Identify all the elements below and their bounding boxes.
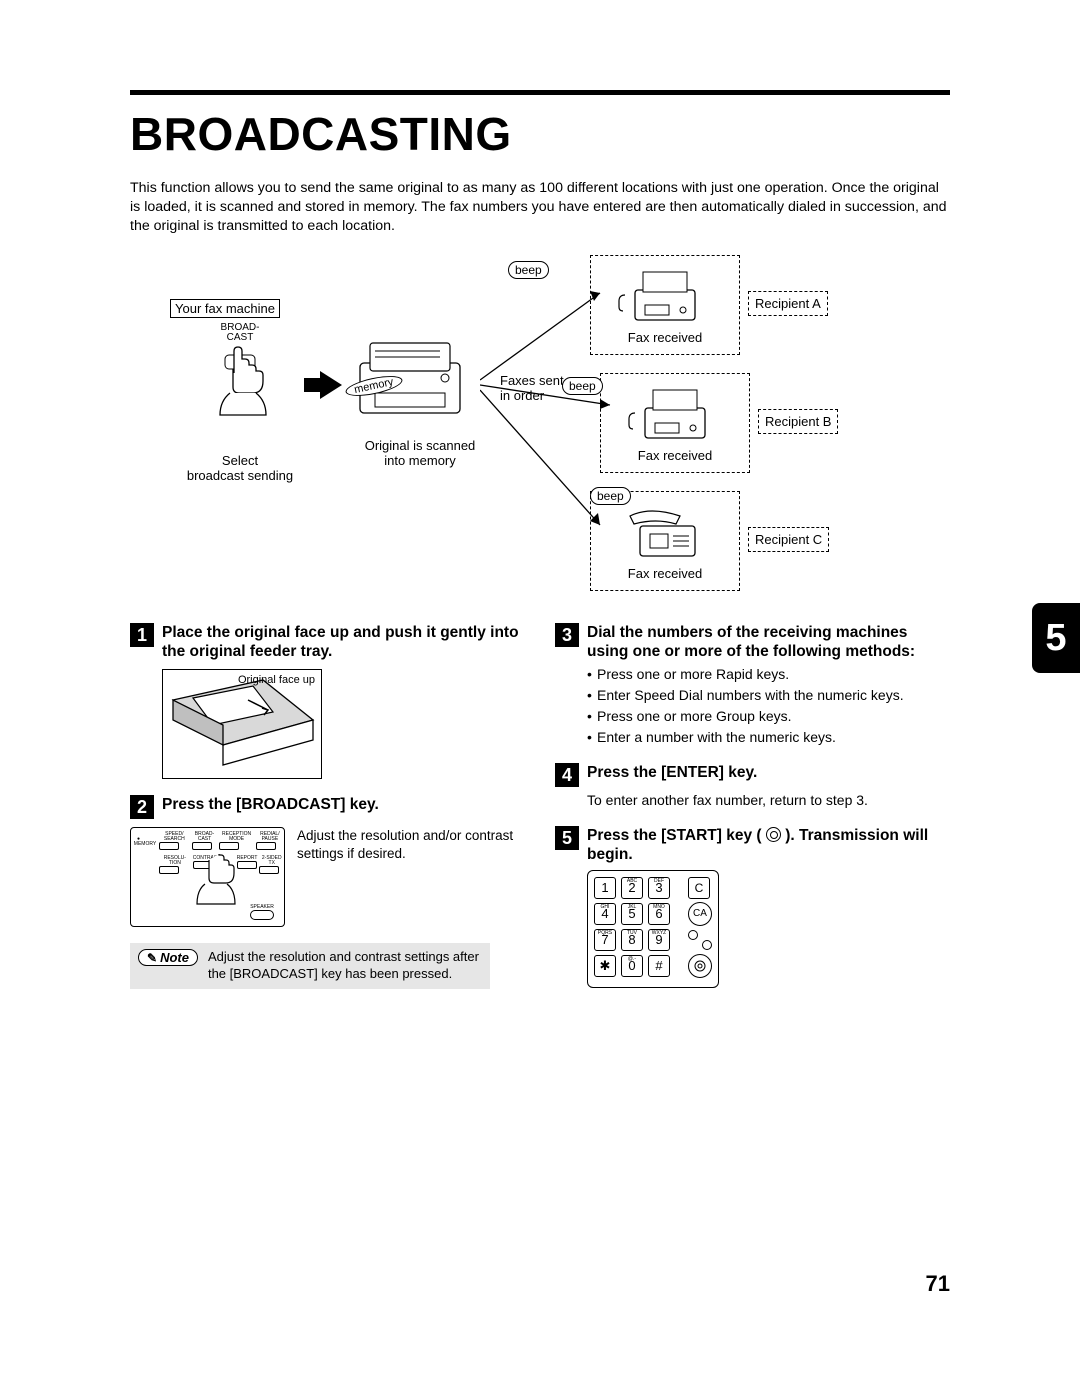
bullet: Press one or more Group keys.	[587, 707, 950, 726]
key-star: ✱	[594, 955, 616, 977]
step-2-title: Press the [BROADCAST] key.	[162, 795, 379, 814]
arrow-icon	[320, 371, 342, 399]
intro-text: This function allows you to send the sam…	[130, 179, 950, 237]
chapter-tab: 5	[1032, 603, 1080, 673]
page-number: 71	[926, 1271, 950, 1297]
key-3: DEF3	[648, 877, 670, 899]
step-4-body: To enter another fax number, return to s…	[587, 791, 950, 810]
top-rule	[130, 90, 950, 95]
original-face-up-label: Original face up	[238, 674, 315, 686]
broadcast-diagram: Your fax machine BROAD-CAST Selectbroadc…	[130, 255, 950, 615]
note-text: Adjust the resolution and contrast setti…	[208, 949, 482, 983]
select-broadcast-text: Selectbroadcast sending	[180, 453, 300, 484]
control-panel-illustration: ● MEMORY SPEED/ SEARCH BROAD- CAST RECEP…	[130, 827, 285, 927]
beep-c: beep	[590, 487, 631, 505]
step-4: 4 Press the [ENTER] key. To enter anothe…	[555, 763, 950, 810]
scanner-icon	[345, 323, 475, 433]
recipient-a-label: Recipient A	[748, 291, 828, 316]
scanned-text: Original is scannedinto memory	[345, 438, 495, 469]
recipient-a-box: Fax received	[590, 255, 740, 355]
step-2: 2 Press the [BROADCAST] key. ● MEMORY SP…	[130, 795, 525, 927]
feeder-tray-icon	[163, 670, 323, 780]
step-5-number: 5	[555, 826, 579, 850]
right-column: 3 Dial the numbers of the receiving mach…	[555, 623, 950, 1005]
step-4-title: Press the [ENTER] key.	[587, 763, 757, 782]
key-start	[688, 954, 712, 978]
left-column: 1 Place the original face up and push it…	[130, 623, 525, 1005]
hand-press-icon	[195, 343, 285, 453]
key-7: PQRS7	[594, 929, 616, 951]
step-1-title: Place the original face up and push it g…	[162, 623, 525, 662]
fax-machine-icon	[615, 260, 715, 330]
key-clear: C	[688, 877, 710, 899]
note-label: Note	[138, 949, 198, 966]
fax-received-a: Fax received	[591, 330, 739, 345]
steps-columns: 1 Place the original face up and push it…	[130, 623, 950, 1005]
key-hash: #	[648, 955, 670, 977]
bullet: Enter Speed Dial numbers with the numeri…	[587, 686, 950, 705]
key-clear-all: CA	[688, 902, 712, 926]
key-6: MNO6	[648, 903, 670, 925]
fax-received-c: Fax received	[591, 566, 739, 581]
page-content: BROADCASTING This function allows you to…	[130, 90, 950, 1004]
broadcast-key-label: BROAD-CAST	[180, 323, 300, 343]
recipient-b-box: Fax received	[600, 373, 750, 473]
beep-b: beep	[562, 377, 603, 395]
key-2: ABC2	[621, 877, 643, 899]
bullet: Enter a number with the numeric keys.	[587, 728, 950, 747]
step-5: 5 Press the [START] key ( ). Transmissio…	[555, 826, 950, 989]
bullet: Press one or more Rapid keys.	[587, 665, 950, 684]
hand-icon	[191, 850, 241, 910]
step-1: 1 Place the original face up and push it…	[130, 623, 525, 780]
key-4: GHI4	[594, 903, 616, 925]
beep-a: beep	[508, 261, 549, 279]
step-1-number: 1	[130, 623, 154, 647]
page-title: BROADCASTING	[130, 107, 950, 161]
fax-machine-icon	[625, 378, 725, 448]
recipient-b-label: Recipient B	[758, 409, 838, 434]
key-5: JKL5	[621, 903, 643, 925]
start-key-icon	[766, 827, 781, 842]
faxes-sent-text: Faxes sentin order	[500, 373, 564, 404]
step-3-bullets: Press one or more Rapid keys. Enter Spee…	[587, 665, 950, 747]
numeric-keypad: 1 ABC2 DEF3 C GHI4 JKL5 MNO6 CA PQ	[587, 870, 719, 988]
recipient-c-label: Recipient C	[748, 527, 829, 552]
fax-phone-icon	[615, 496, 715, 566]
recipient-c-box: Fax received	[590, 491, 740, 591]
step-2-number: 2	[130, 795, 154, 819]
step-3-number: 3	[555, 623, 579, 647]
your-machine-label: Your fax machine	[170, 299, 280, 318]
key-9: WXYZ9	[648, 929, 670, 951]
step-4-number: 4	[555, 763, 579, 787]
step-5-title: Press the [START] key ( ). Transmission …	[587, 826, 950, 865]
key-0: @.-0	[621, 955, 643, 977]
step-3-title: Dial the numbers of the receiving machin…	[587, 623, 950, 662]
key-1: 1	[594, 877, 616, 899]
step-2-caption: Adjust the resolution and/or contrast se…	[297, 827, 525, 862]
step-1-illustration: Original face up	[162, 669, 322, 779]
fax-received-b: Fax received	[601, 448, 749, 463]
key-8: TUV8	[621, 929, 643, 951]
copy-ratio-icon	[688, 930, 712, 950]
note-box: Note Adjust the resolution and contrast …	[130, 943, 490, 989]
step-3: 3 Dial the numbers of the receiving mach…	[555, 623, 950, 747]
